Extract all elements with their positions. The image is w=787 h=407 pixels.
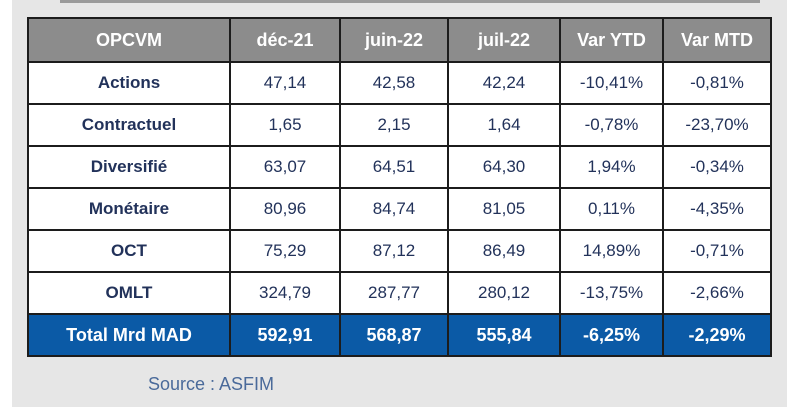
header-cell: juil-22 [447,17,561,63]
table-cell: -0,71% [662,229,772,273]
table-cell: 287,77 [339,271,449,315]
table-cell: -10,41% [559,61,664,105]
header-cell: juin-22 [339,17,449,63]
header-cell: Var YTD [559,17,664,63]
table-row: OMLT 324,79 287,77 280,12 -13,75% -2,66% [27,271,772,315]
table-cell: 1,64 [447,103,561,147]
table-cell: 64,30 [447,145,561,189]
table-cell: 47,14 [229,61,341,105]
header-cell: déc-21 [229,17,341,63]
row-label: OCT [27,229,231,273]
table-cell: 280,12 [447,271,561,315]
table-cell: 42,58 [339,61,449,105]
total-cell: 592,91 [229,313,341,357]
table-cell: -0,81% [662,61,772,105]
table-cell: 63,07 [229,145,341,189]
row-label: Contractuel [27,103,231,147]
row-label: Monétaire [27,187,231,231]
table-cell: 1,94% [559,145,664,189]
table-cell: 86,49 [447,229,561,273]
table-row: Monétaire 80,96 84,74 81,05 0,11% -4,35% [27,187,772,231]
source-note: Source : ASFIM [148,374,275,394]
table-row: Actions 47,14 42,58 42,24 -10,41% -0,81% [27,61,772,105]
table-cell: 42,24 [447,61,561,105]
row-label: Actions [27,61,231,105]
total-cell: 555,84 [447,313,561,357]
header-cell: OPCVM [27,17,231,63]
total-cell: -2,29% [662,313,772,357]
table-row: Diversifié 63,07 64,51 64,30 1,94% -0,34… [27,145,772,189]
table-row: OCT 75,29 87,12 86,49 14,89% -0,71% [27,229,772,273]
opcvm-table: OPCVM déc-21 juin-22 juil-22 Var YTD Var… [27,17,772,357]
table-cell: 14,89% [559,229,664,273]
header-cell: Var MTD [662,17,772,63]
table-cell: 0,11% [559,187,664,231]
total-row: Total Mrd MAD 592,91 568,87 555,84 -6,25… [27,313,772,357]
table-cell: -23,70% [662,103,772,147]
table-cell: 87,12 [339,229,449,273]
row-label: OMLT [27,271,231,315]
table-cell: 64,51 [339,145,449,189]
table-row: Contractuel 1,65 2,15 1,64 -0,78% -23,70… [27,103,772,147]
total-cell: -6,25% [559,313,664,357]
top-divider [60,0,760,3]
table-cell: 2,15 [339,103,449,147]
table-cell: 81,05 [447,187,561,231]
total-cell: 568,87 [339,313,449,357]
table-cell: 80,96 [229,187,341,231]
row-label: Diversifié [27,145,231,189]
table-cell: 84,74 [339,187,449,231]
table-cell: 324,79 [229,271,341,315]
table-cell: -13,75% [559,271,664,315]
table-cell: 75,29 [229,229,341,273]
table-cell: -4,35% [662,187,772,231]
table-cell: -0,78% [559,103,664,147]
table-cell: 1,65 [229,103,341,147]
total-label: Total Mrd MAD [27,313,231,357]
table-cell: -2,66% [662,271,772,315]
header-row: OPCVM déc-21 juin-22 juil-22 Var YTD Var… [27,17,772,63]
table-cell: -0,34% [662,145,772,189]
